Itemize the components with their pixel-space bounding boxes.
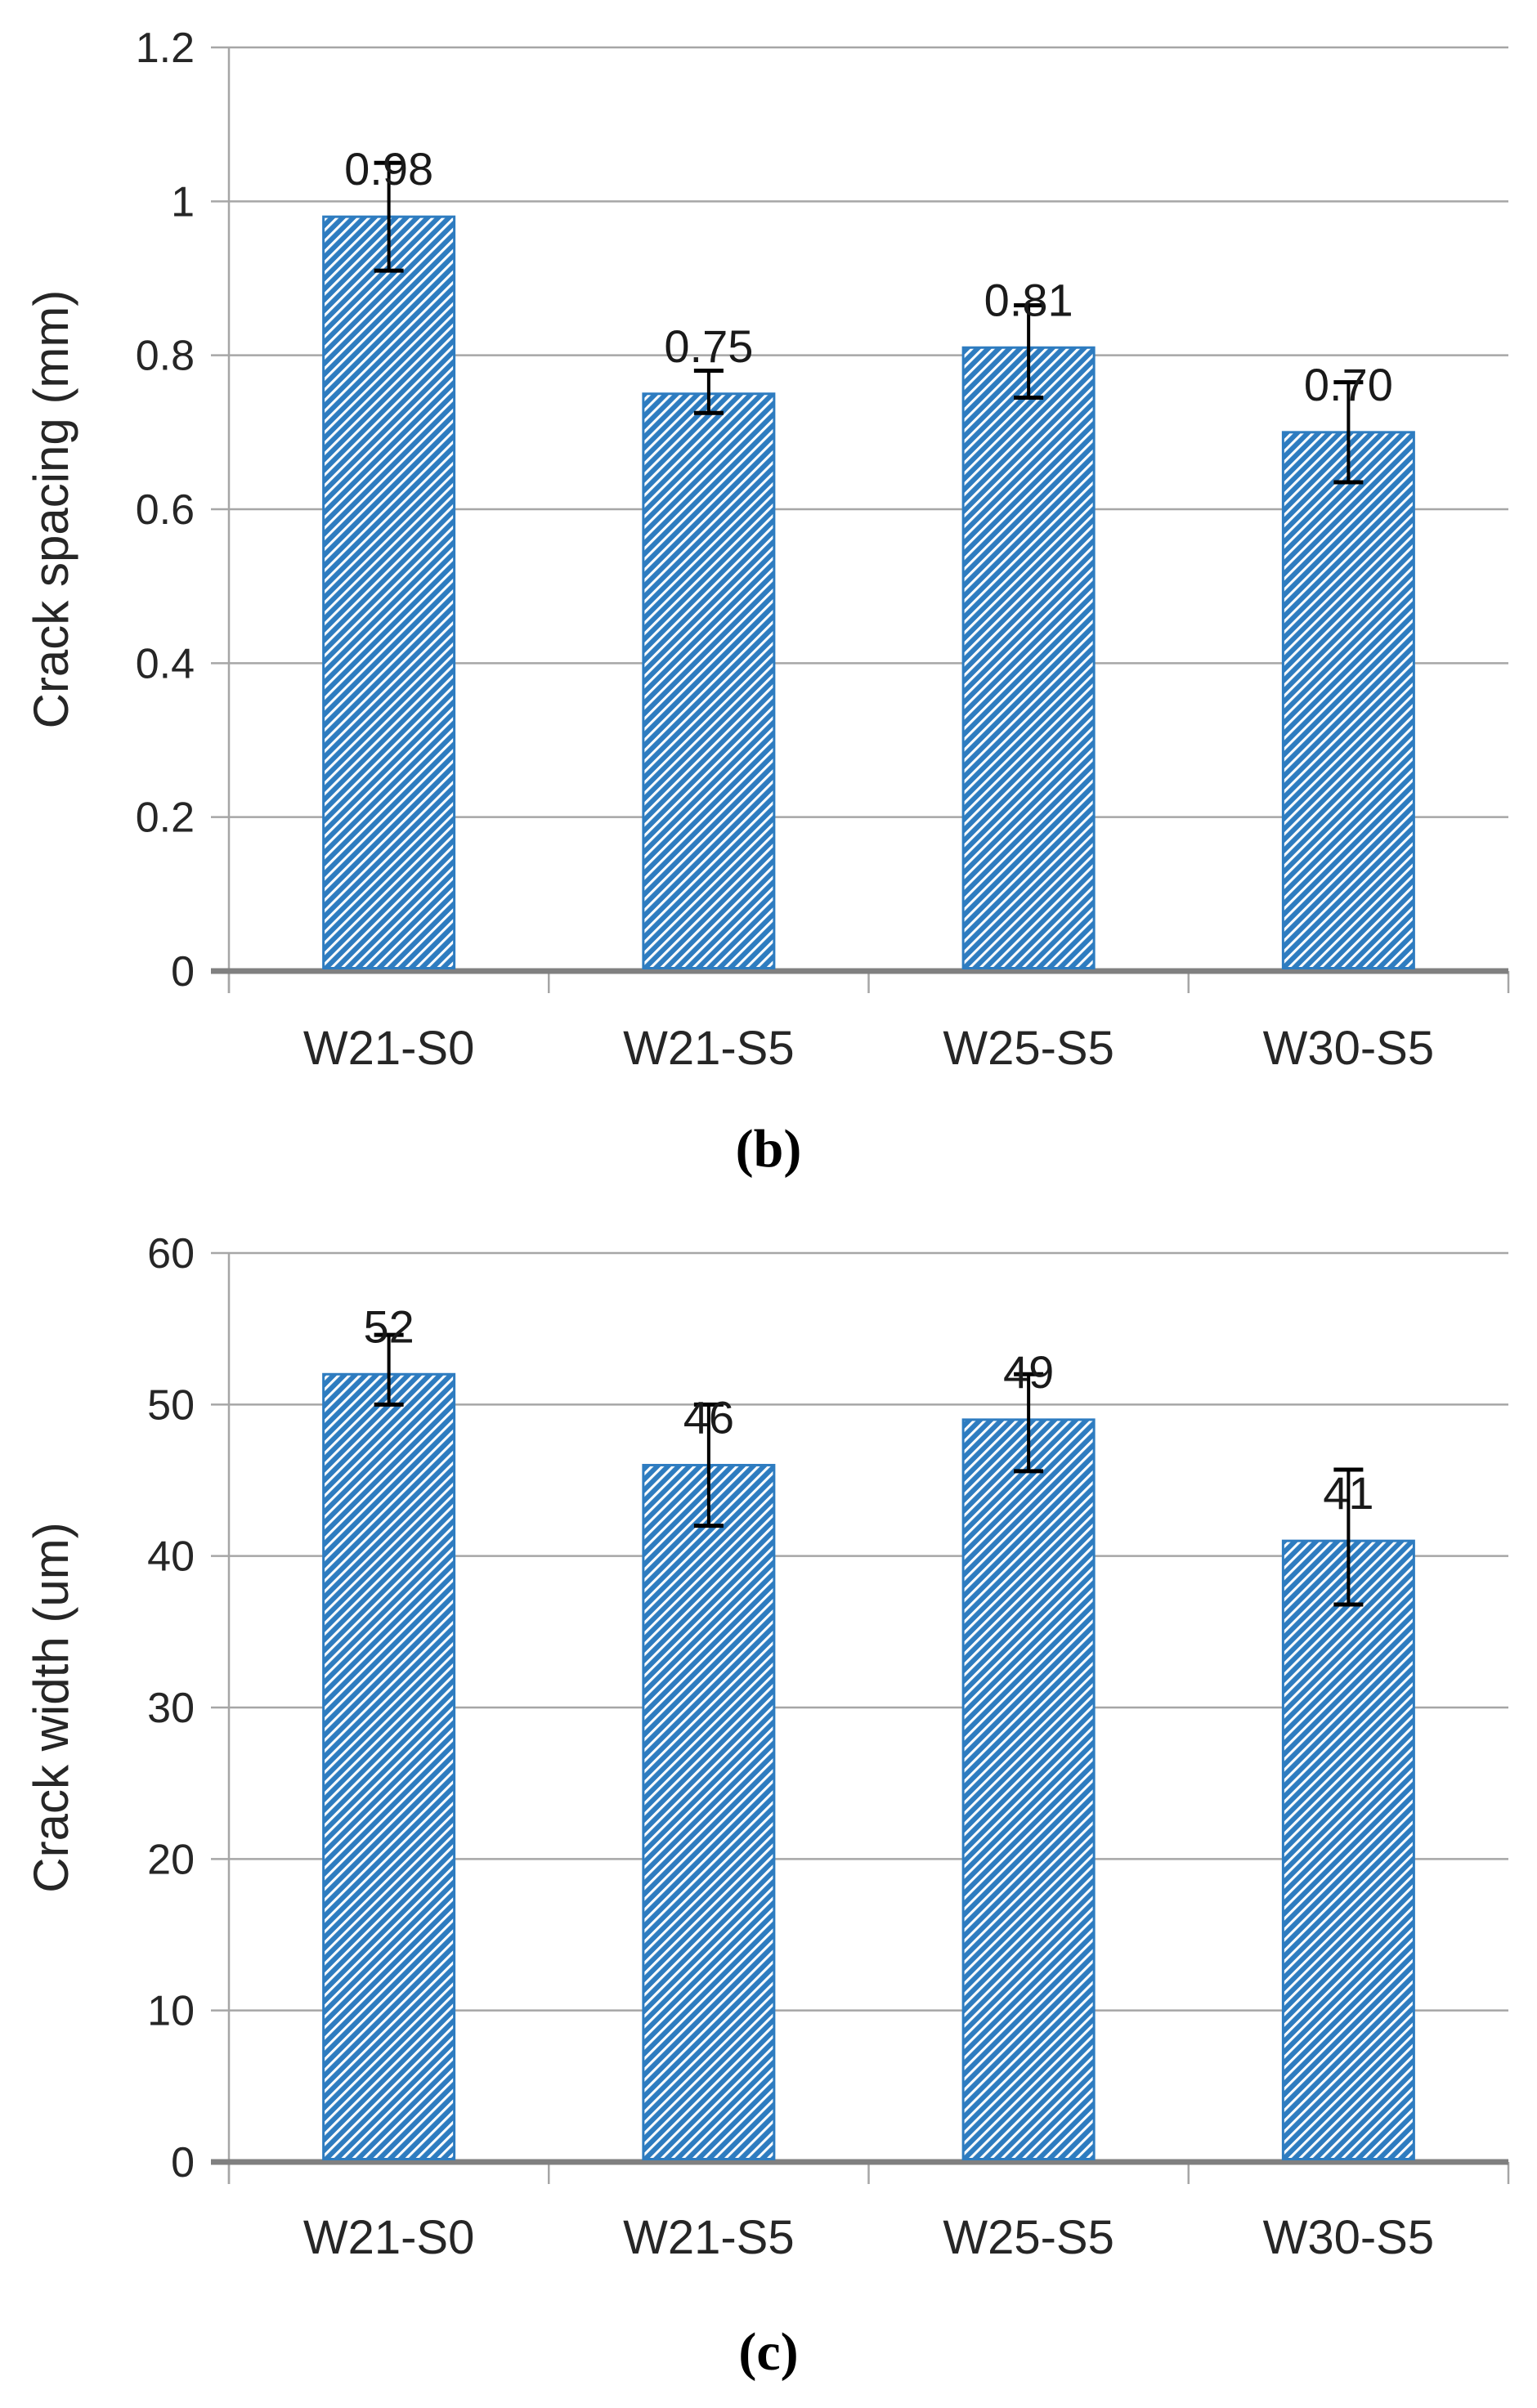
error-bar-W25-S5	[1014, 1372, 1044, 1474]
y-tick-label: 1	[171, 178, 195, 226]
data-label: 41	[1323, 1467, 1373, 1519]
error-bar-W30-S5	[1333, 380, 1364, 485]
bar-W30-S5	[1281, 431, 1415, 969]
data-label: 0.75	[664, 320, 753, 372]
bar-W21-S0	[322, 1372, 456, 2161]
bar-W21-S5	[642, 1463, 776, 2160]
y-tick-label: 0.6	[136, 486, 195, 534]
error-bar-W25-S5	[1014, 302, 1044, 400]
error-bar-W21-S0	[374, 160, 404, 273]
data-label: 0.81	[984, 274, 1073, 325]
y-tick-label: 0.8	[136, 333, 195, 380]
category-label: W21-S0	[303, 2211, 475, 2264]
y-tick-label: 40	[147, 1533, 195, 1581]
y-tick-label: 0.4	[136, 640, 195, 687]
category-label: W25-S5	[943, 2211, 1114, 2264]
bar-W21-S0	[322, 215, 456, 969]
y-tick-label: 0	[171, 948, 195, 996]
chart-panel-c: 0 10 20 30 40 50 60 52 W21-S0 46 W21-S5 49 W25-S5 41 W…	[24, 1230, 1510, 2264]
y-axis-title: Crack width (um)	[24, 1522, 78, 1892]
bar-W30-S5	[1281, 1539, 1415, 2160]
data-label: 49	[1003, 1346, 1054, 1398]
category-label: W25-S5	[943, 1022, 1114, 1075]
y-axis-title: Crack spacing (mm)	[24, 290, 78, 729]
category-label: W30-S5	[1263, 1022, 1435, 1075]
y-tick-label: 1.2	[136, 25, 195, 72]
error-bar-W21-S5	[693, 1402, 724, 1528]
y-tick-label: 30	[147, 1685, 195, 1732]
bar-W25-S5	[961, 1418, 1096, 2161]
y-tick-label: 60	[147, 1230, 195, 1278]
category-label: W21-S5	[623, 1022, 795, 1075]
category-label: W30-S5	[1263, 2211, 1435, 2264]
y-tick-label: 20	[147, 1836, 195, 1883]
error-bar-W30-S5	[1333, 1467, 1364, 1607]
error-bar-W21-S5	[693, 369, 724, 415]
caption-panel-c: (c)	[738, 2322, 799, 2382]
y-tick-label: 50	[147, 1381, 195, 1429]
category-label: W21-S0	[303, 1022, 475, 1075]
chart-panel-b: 00.20.40.60.811.20.98W21-S00.75W21-S50.8…	[24, 25, 1510, 1075]
y-tick-label: 0	[171, 2139, 195, 2186]
category-label: W21-S5	[623, 2211, 795, 2264]
data-label: 52	[363, 1300, 414, 1352]
error-bar-W21-S0	[374, 1332, 404, 1407]
data-label: 0.70	[1304, 359, 1393, 410]
data-label: 46	[683, 1391, 734, 1443]
y-tick-label: 0.2	[136, 794, 195, 842]
y-tick-label: 10	[147, 1988, 195, 2035]
data-label: 0.98	[344, 143, 433, 195]
bar-W21-S5	[642, 392, 776, 969]
bar-W25-S5	[961, 346, 1096, 969]
caption-panel-b: (b)	[735, 1119, 802, 1179]
